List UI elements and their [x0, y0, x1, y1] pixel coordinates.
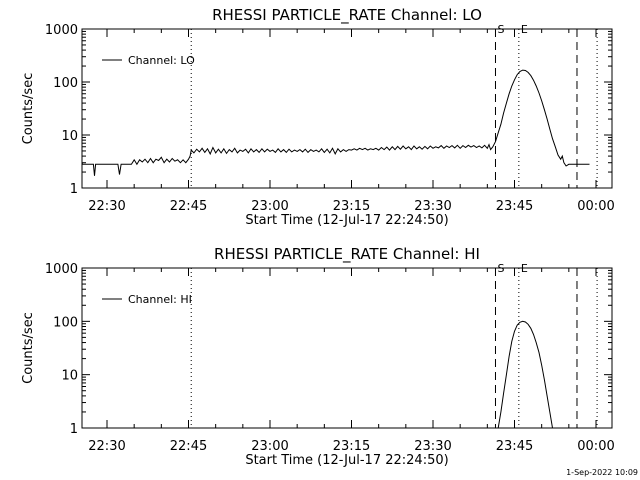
- generation-timestamp: 1-Sep-2022 10:09: [566, 468, 638, 477]
- chart-1-y-tick-label: 100: [53, 315, 78, 330]
- chart-0-series-line-0: [82, 69, 590, 176]
- chart-0-title: RHESSI PARTICLE_RATE Channel: LO: [212, 6, 482, 25]
- chart-1-x-tick-label: 00:00: [577, 439, 614, 454]
- chart-1-y-tick-label: 1000: [45, 262, 78, 277]
- chart-1-series-line-0: [497, 320, 553, 428]
- chart-0-legend-label: Channel: LO: [128, 54, 195, 67]
- chart-1-x-tick-label: 23:30: [414, 439, 451, 454]
- chart-0-marker-label-e: E: [521, 23, 528, 36]
- chart-1-x-tick-label: 22:30: [88, 439, 125, 454]
- chart-0-x-axis-label: Start Time (12-Jul-17 22:24:50): [245, 213, 448, 228]
- chart-1-x-axis-label: Start Time (12-Jul-17 22:24:50): [245, 453, 448, 468]
- chart-0-x-tick-label: 23:45: [496, 199, 533, 214]
- lo-channel-panel: RHESSI PARTICLE_RATE Channel: LO 1 10 100 10…: [21, 6, 615, 228]
- chart-1-y-tick-label: 10: [61, 369, 78, 384]
- chart-1-y-tick-label: 1: [70, 422, 78, 437]
- chart-0-x-tick-label: 23:15: [333, 199, 370, 214]
- chart-1-plot-frame: [81, 267, 613, 429]
- chart-0-y-tick-label: 100: [53, 76, 78, 91]
- chart-0-y-axis-label: Counts/sec: [21, 73, 36, 145]
- chart-0-y-tick-label: 1: [70, 182, 78, 197]
- chart-1-y-axis-label: Counts/sec: [21, 312, 36, 384]
- chart-1-x-tick-label: 23:00: [251, 439, 288, 454]
- chart-1-x-tick-label: 22:45: [170, 439, 207, 454]
- chart-0-plot-frame: [81, 28, 613, 189]
- chart-1-marker-label-e: E: [521, 262, 528, 275]
- hi-channel-panel: RHESSI PARTICLE_RATE Channel: HI 1 10 100 10…: [21, 245, 615, 468]
- chart-0-x-tick-label: 22:30: [88, 199, 125, 214]
- chart-0-x-tick-label: 23:30: [414, 199, 451, 214]
- chart-0-marker-label-s: S: [497, 23, 504, 36]
- chart-0-y-tick-label: 10: [61, 129, 78, 144]
- chart-1-title: RHESSI PARTICLE_RATE Channel: HI: [214, 245, 480, 264]
- chart-0-y-tick-label: 1000: [45, 23, 78, 38]
- chart-1-marker-label-s: S: [497, 262, 504, 275]
- chart-0-x-tick-label: 22:45: [170, 199, 207, 214]
- chart-0-x-tick-label: 00:00: [577, 199, 614, 214]
- chart-0-x-tick-label: 23:00: [251, 199, 288, 214]
- chart-1-x-tick-label: 23:15: [333, 439, 370, 454]
- chart-1-x-tick-label: 23:45: [496, 439, 533, 454]
- chart-1-legend-label: Channel: HI: [128, 293, 192, 306]
